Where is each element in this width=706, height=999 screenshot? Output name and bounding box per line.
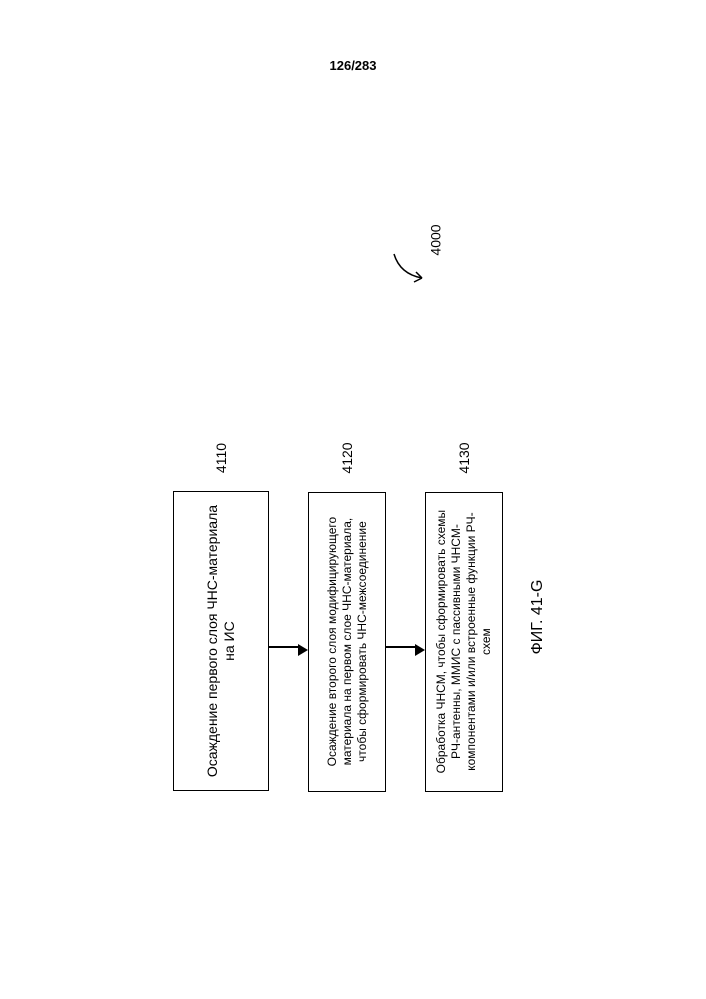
page-number: 126/283 [0,58,706,73]
flow-node-text: Обработка ЧНСМ, чтобы сформировать схемы… [434,501,494,783]
flow-node-id-4120: 4120 [339,442,355,473]
flowchart: Осаждение первого слоя ЧНС-материала на … [173,377,547,857]
flow-node-4110: Осаждение первого слоя ЧНС-материала на … [173,491,269,791]
flow-node-4130-row: Обработка ЧНСМ, чтобы сформировать схемы… [425,442,503,791]
flow-node-id-4110: 4110 [213,443,229,473]
flow-node-4130: Обработка ЧНСМ, чтобы сформировать схемы… [425,492,503,792]
flow-node-text: Осаждение первого слоя ЧНС-материала на … [204,500,239,782]
leader-arrow-icon [392,244,432,284]
flow-node-id-4130: 4130 [456,442,472,473]
flow-node-4110-row: Осаждение первого слоя ЧНС-материала на … [173,443,269,791]
flow-node-4120-row: Осаждение второго слоя модифицирующего м… [308,442,386,791]
flow-node-text: Осаждение второго слоя модифицирующего м… [325,501,370,783]
arrow-4110-4120 [269,644,308,650]
figure-caption: ФИГ. 41-G [529,580,547,655]
arrow-4120-4130 [386,644,425,650]
flow-node-4120: Осаждение второго слоя модифицирующего м… [308,492,386,792]
